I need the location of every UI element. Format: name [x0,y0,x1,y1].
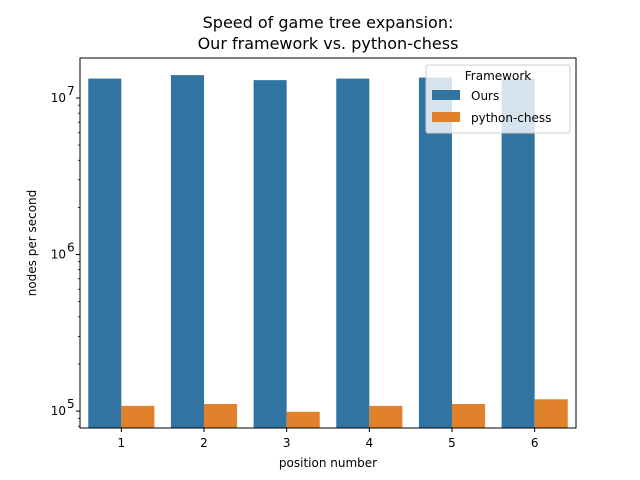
y-axis-label: nodes per second [25,190,39,297]
y-tick-exponent: 5 [67,397,75,411]
x-axis: 1 2 3 4 5 6 [118,428,539,450]
y-tick-label: 10 [51,91,66,105]
x-tick-label: 3 [283,436,291,450]
y-tick-label: 10 [51,248,66,262]
legend-swatch [432,112,460,122]
bar-python-chess-5 [452,404,486,428]
legend-label: Ours [471,89,499,103]
legend: Framework Ours python-chess [425,64,571,134]
bar-ours-1 [88,78,122,428]
bar-python-chess-3 [286,411,320,428]
bar-ours-4 [336,78,370,428]
x-tick-label: 4 [366,436,374,450]
plot-frame [79,57,577,429]
y-tick-exponent: 7 [67,84,75,98]
bar-ours-6 [501,78,535,428]
legend-title: Framework [465,69,531,83]
chart-title: Speed of game tree expansion: [203,13,454,32]
legend-label: python-chess [471,111,551,125]
legend-swatch [432,90,460,100]
chart-subtitle: Our framework vs. python-chess [198,34,459,53]
bar-ours-5 [418,77,452,428]
legend-frame [425,64,571,134]
bar-ours-3 [253,80,287,428]
x-tick-label: 1 [118,436,126,450]
bars-group [88,75,568,428]
x-axis-label: position number [279,456,377,470]
x-tick-label: 2 [200,436,208,450]
bar-python-chess-6 [534,399,568,428]
x-tick-label: 6 [531,436,539,450]
y-tick-label: 10 [51,404,66,418]
y-tick-exponent: 6 [67,241,75,255]
bar-ours-2 [170,75,204,428]
bar-python-chess-2 [204,404,238,428]
x-tick-label: 5 [448,436,456,450]
bar-python-chess-4 [369,405,403,428]
bar-python-chess-1 [121,405,155,428]
